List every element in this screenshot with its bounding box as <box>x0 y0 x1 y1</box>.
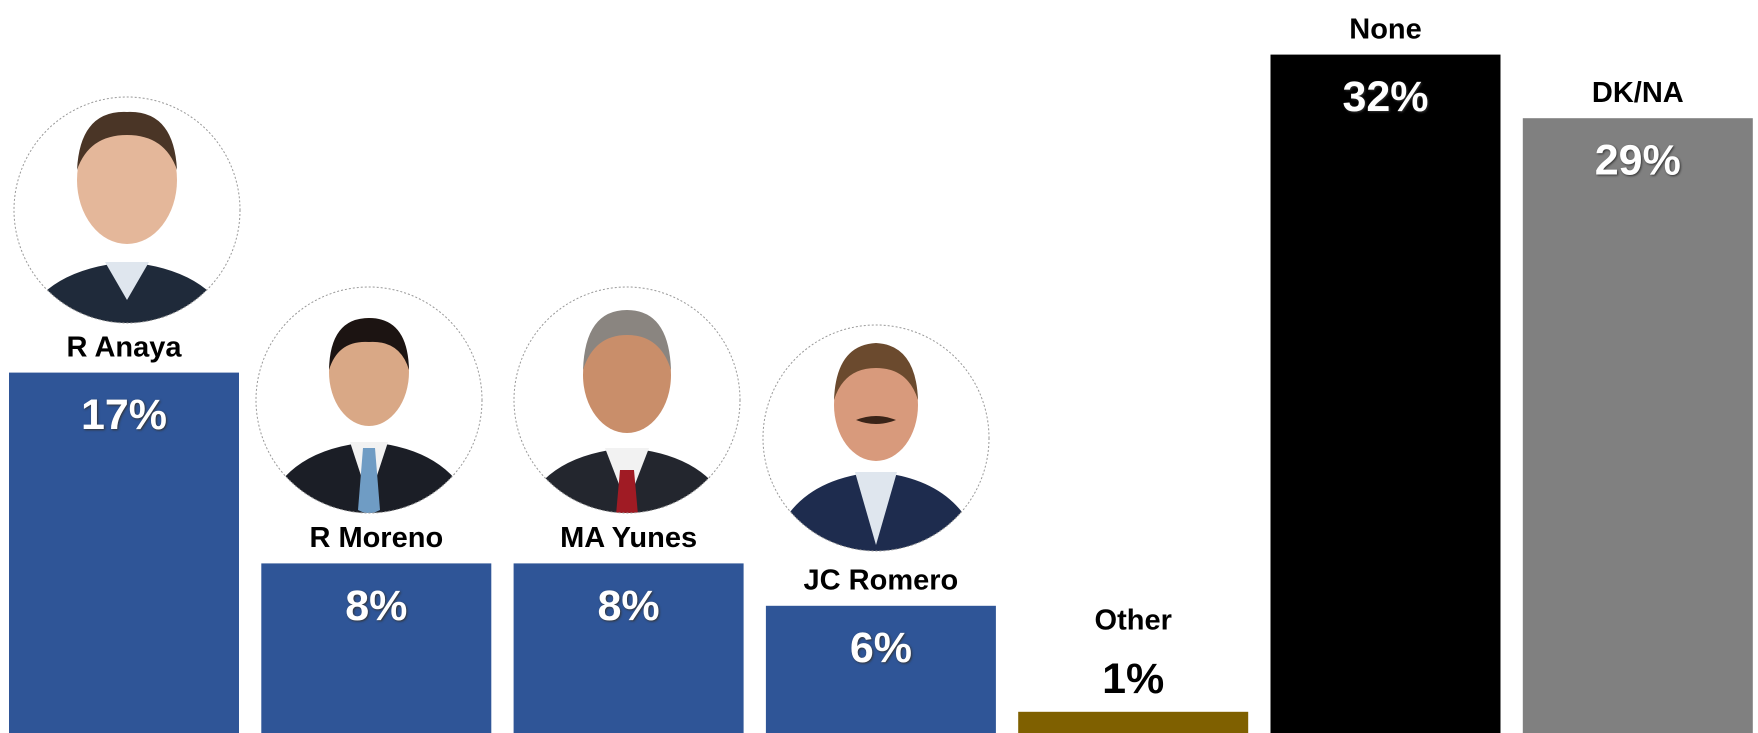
bar <box>1271 55 1501 733</box>
category-label: R Anaya <box>67 331 183 363</box>
value-label: 32% <box>1342 73 1428 121</box>
photo <box>14 97 240 330</box>
value-label: 1% <box>1102 655 1164 703</box>
category-label: MA Yunes <box>560 522 697 554</box>
value-label: 29% <box>1595 137 1681 185</box>
chart: 17% R Anaya 8% R Moreno 8% MA Yunes 6% JC Romer… <box>0 0 1758 733</box>
value-label: 6% <box>850 624 912 672</box>
bar <box>1523 118 1753 733</box>
value-label: 8% <box>345 582 407 630</box>
category-label: Other <box>1095 604 1172 636</box>
bar <box>1018 712 1248 733</box>
value-label: 8% <box>598 582 660 630</box>
category-label: JC Romero <box>804 564 959 596</box>
photo <box>763 325 989 560</box>
category-label: None <box>1349 13 1422 45</box>
value-label: 17% <box>81 391 167 439</box>
photo <box>256 287 482 520</box>
category-label: DK/NA <box>1592 77 1684 109</box>
photo <box>514 287 740 520</box>
category-label: R Moreno <box>309 522 443 554</box>
